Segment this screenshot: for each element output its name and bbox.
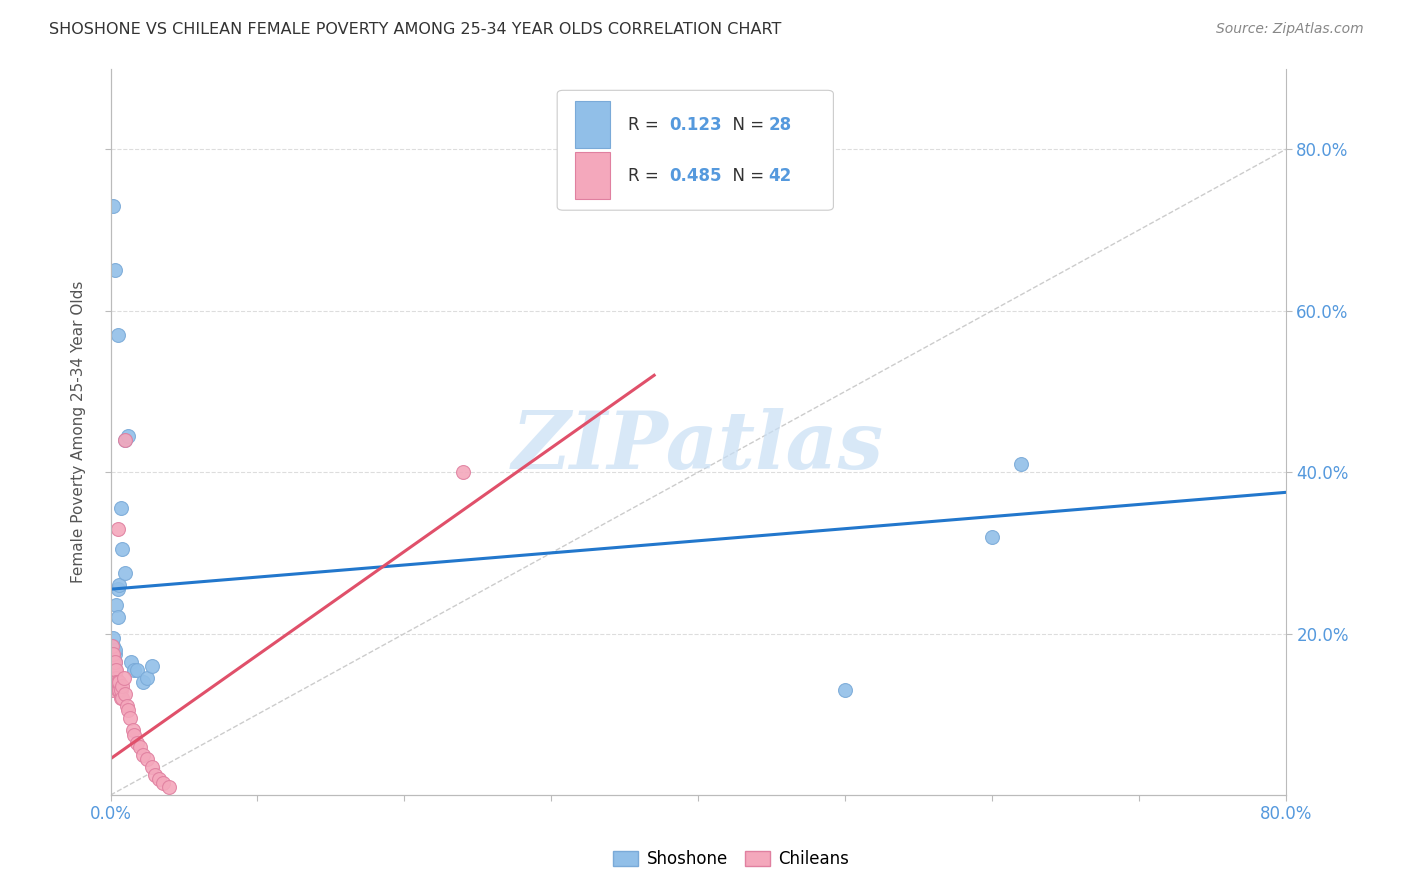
Point [107,675,129,690]
Text: ZIPatlas: ZIPatlas [512,408,884,485]
Legend: Shoshone, Chileans: Shoshone, Chileans [607,844,855,875]
Point [132,675,155,690]
Point [451,465,474,479]
Point [101,655,124,669]
Point [143,768,166,782]
Point [117,703,139,717]
Point [112,671,135,685]
Point [105,675,128,690]
Point [834,683,856,698]
Point [115,699,138,714]
Text: Source: ZipAtlas.com: Source: ZipAtlas.com [1216,22,1364,37]
Point [105,599,128,613]
Text: 0.485: 0.485 [669,167,721,185]
Point [141,760,163,774]
Text: N =: N = [721,167,769,185]
Point [103,647,125,661]
Point [157,780,180,794]
Point [122,663,145,677]
Point [101,647,124,661]
Point [105,671,128,685]
FancyBboxPatch shape [557,90,834,211]
Point [132,747,155,762]
Point [107,327,129,342]
Point [103,639,125,653]
Point [104,655,127,669]
Point [129,739,152,754]
Point [117,429,139,443]
Text: N =: N = [721,116,769,134]
Point [107,522,129,536]
Point [110,501,132,516]
Text: 42: 42 [769,167,792,185]
Point [125,736,148,750]
FancyBboxPatch shape [575,152,610,199]
Y-axis label: Female Poverty Among 25-34 Year Olds: Female Poverty Among 25-34 Year Olds [72,281,86,583]
Point [104,263,127,277]
Text: SHOSHONE VS CHILEAN FEMALE POVERTY AMONG 25-34 YEAR OLDS CORRELATION CHART: SHOSHONE VS CHILEAN FEMALE POVERTY AMONG… [49,22,782,37]
Point [105,663,128,677]
Text: R =: R = [627,167,664,185]
Point [114,687,136,701]
Point [101,675,124,690]
Point [110,691,132,706]
Point [101,647,124,661]
Point [108,683,131,698]
Point [111,541,134,556]
Point [103,655,125,669]
Point [101,683,124,698]
Point [110,683,132,698]
Point [104,663,127,677]
Point [111,679,134,693]
Text: R =: R = [627,116,664,134]
Point [103,199,125,213]
Point [114,433,136,447]
Point [104,655,127,669]
Point [118,711,141,725]
Point [101,663,124,677]
Point [108,675,131,690]
Point [107,683,129,698]
Point [107,582,129,597]
Point [101,639,124,653]
Point [108,578,131,592]
Point [152,776,174,790]
Point [141,659,163,673]
Point [104,647,127,661]
Point [148,772,170,786]
Point [125,663,148,677]
Point [107,610,129,624]
Point [111,691,134,706]
Text: 28: 28 [769,116,792,134]
Text: 0.123: 0.123 [669,116,721,134]
Point [1010,457,1032,471]
Point [136,671,159,685]
Point [136,752,159,766]
Point [103,663,125,677]
Point [121,723,143,738]
Point [103,631,125,645]
Point [114,433,136,447]
Point [981,530,1004,544]
Point [104,642,127,657]
Point [104,671,127,685]
Point [120,655,142,669]
Point [122,727,145,741]
Point [101,655,124,669]
Point [114,566,136,580]
FancyBboxPatch shape [575,101,610,148]
